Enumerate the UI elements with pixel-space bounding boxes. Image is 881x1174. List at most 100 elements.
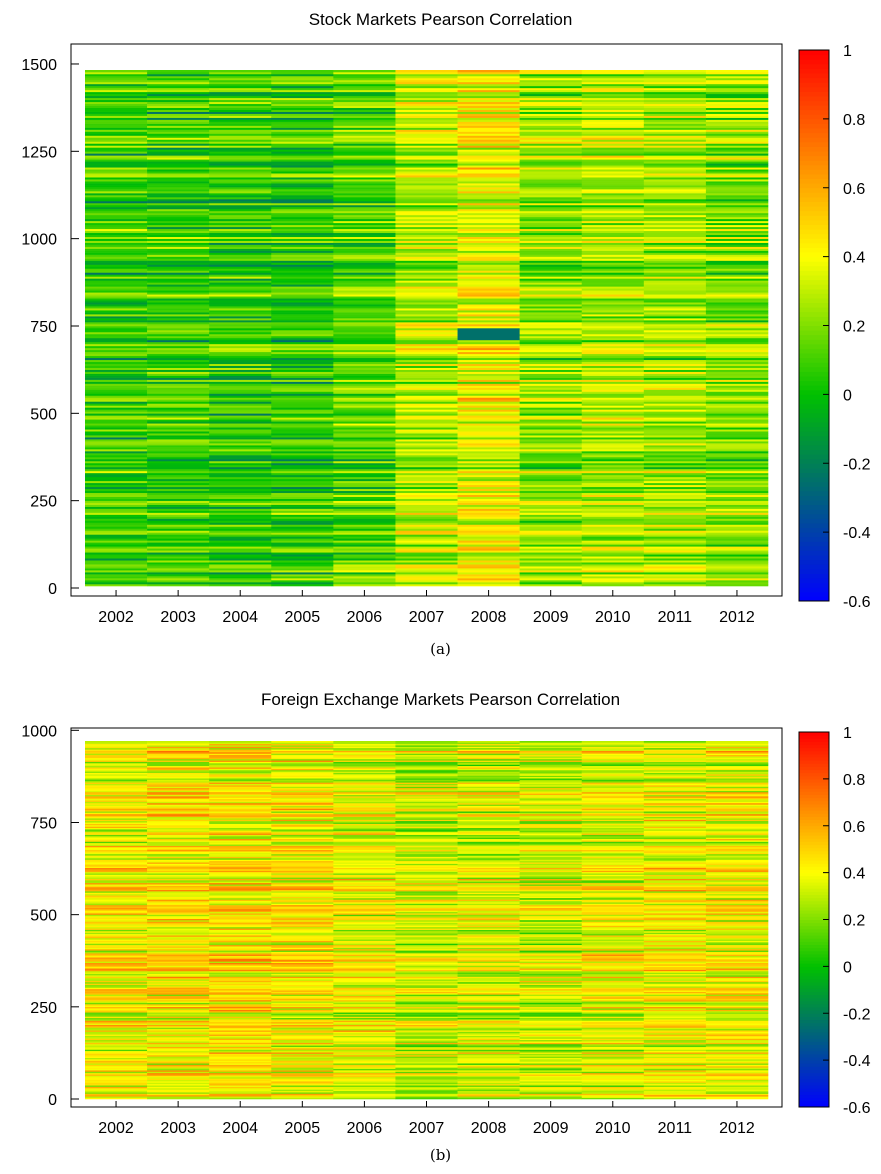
colorbar-segment [799, 54, 829, 60]
heatmap-cell [333, 93, 396, 97]
heatmap-cell [147, 355, 210, 359]
heatmap-cell [85, 785, 148, 787]
heatmap-cell [147, 508, 210, 511]
heatmap-cell [333, 972, 396, 974]
heatmap-cell [271, 1003, 334, 1006]
heatmap-cell [271, 464, 334, 468]
heatmap-cell [395, 800, 458, 802]
heatmap-cell [147, 1038, 210, 1041]
heatmap-cell [333, 111, 396, 114]
heatmap-cell [643, 93, 707, 97]
heatmap-cell [209, 953, 272, 955]
heatmap-cell [395, 1038, 458, 1041]
heatmap-cell [147, 1096, 210, 1098]
heatmap-cell [705, 439, 769, 442]
heatmap-cell [395, 1070, 458, 1072]
heatmap-cell [457, 745, 520, 747]
heatmap-cell [85, 763, 148, 765]
heatmap-cell [271, 451, 334, 454]
heatmap-cell [85, 756, 148, 758]
heatmap-cell [271, 514, 334, 517]
heatmap-cell [209, 871, 272, 874]
heatmap-cell [209, 187, 272, 190]
heatmap-cell [333, 827, 396, 830]
heatmap-cell [333, 83, 396, 87]
colorbar-segment [799, 472, 829, 478]
heatmap-cell [395, 320, 458, 323]
heatmap-cell [643, 306, 707, 309]
heatmap-cell [147, 980, 210, 983]
heatmap-cell [147, 991, 210, 994]
heatmap-cell [643, 175, 707, 178]
heatmap-cell [147, 375, 210, 378]
colorbar-segment [799, 541, 829, 547]
heatmap-cell [705, 534, 769, 537]
heatmap-cell [271, 75, 334, 79]
heatmap-cell [85, 578, 148, 581]
heatmap-cell [519, 470, 583, 474]
heatmap-cell [271, 908, 334, 911]
heatmap-cell [581, 210, 645, 214]
heatmap-cell [705, 141, 769, 144]
heatmap-cell [457, 990, 520, 992]
heatmap-cell [395, 891, 458, 893]
heatmap-cell [395, 328, 458, 331]
heatmap-cell [271, 280, 334, 283]
heatmap-cell [209, 73, 272, 77]
heatmap-cell [271, 961, 334, 963]
heatmap-cell [333, 457, 396, 460]
heatmap-cell [457, 262, 520, 265]
heatmap-cell [271, 867, 334, 870]
heatmap-cell [209, 77, 272, 81]
heatmap-cell [395, 125, 458, 128]
heatmap-cell [581, 147, 645, 150]
heatmap-cell [271, 928, 334, 930]
heatmap-cell [147, 1078, 210, 1081]
heatmap-cell [333, 193, 396, 196]
heatmap-cell [209, 758, 272, 761]
heatmap-cell [271, 395, 334, 398]
heatmap-cell [333, 906, 396, 908]
heatmap-cell [457, 924, 520, 926]
heatmap-cell [85, 911, 148, 914]
heatmap-cell [271, 1041, 334, 1043]
heatmap-cell [85, 1037, 148, 1039]
heatmap-cell [643, 135, 707, 138]
heatmap-cell [395, 911, 458, 914]
heatmap-cell [457, 902, 520, 904]
heatmap-cell [519, 522, 583, 525]
heatmap-cell [519, 361, 583, 365]
heatmap-cell [457, 582, 520, 585]
heatmap-cell [209, 458, 272, 462]
heatmap-cell [209, 936, 272, 939]
heatmap-cell [85, 776, 148, 779]
heatmap-cell [581, 312, 645, 315]
heatmap-cell [457, 373, 520, 376]
heatmap-cell [85, 294, 148, 297]
heatmap-cell [147, 397, 210, 400]
heatmap-cell [271, 758, 334, 761]
heatmap-cell [271, 1042, 334, 1045]
heatmap-cell [271, 274, 334, 277]
heatmap-cell [271, 147, 334, 150]
heatmap-cell [209, 812, 272, 815]
heatmap-cell [457, 133, 520, 136]
heatmap-cell [147, 264, 210, 267]
heatmap-cell [209, 918, 272, 921]
heatmap-cell [85, 147, 148, 150]
heatmap-cell [147, 208, 210, 212]
heatmap-cell [333, 1015, 396, 1017]
heatmap-cell [457, 268, 520, 271]
heatmap-cell [457, 1030, 520, 1032]
heatmap-cell [85, 522, 148, 525]
heatmap-cell [519, 1060, 583, 1063]
heatmap-cell [333, 250, 396, 253]
heatmap-cell [271, 155, 334, 158]
heatmap-cell [209, 365, 272, 368]
heatmap-cell [395, 498, 458, 501]
heatmap-cell [457, 83, 520, 87]
heatmap-cell [209, 984, 272, 987]
heatmap-cell [209, 907, 272, 910]
heatmap-cell [581, 320, 645, 323]
heatmap-cell [643, 302, 707, 305]
